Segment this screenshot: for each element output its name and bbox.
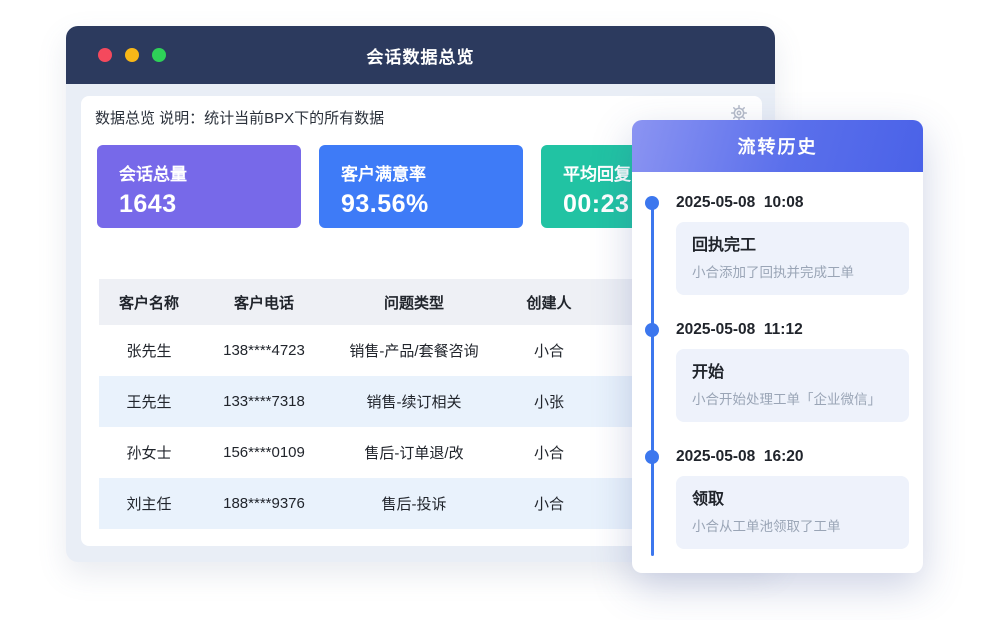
timeline-event-desc: 小合开始处理工单「企业微信」 <box>692 392 881 407</box>
stat-label: 平均回复 <box>563 165 631 184</box>
history-panel-header: 流转历史 <box>632 120 923 172</box>
window-title: 会话数据总览 <box>366 47 475 67</box>
timeline-card: 领取 小合从工单池领取了工单 <box>676 476 909 549</box>
timeline-item: 2025-05-08 11:12 开始 小合开始处理工单「企业微信」 <box>645 319 909 422</box>
timeline-item: 2025-05-08 10:08 回执完工 小合添加了回执并完成工单 <box>645 192 909 295</box>
timeline: 2025-05-08 10:08 回执完工 小合添加了回执并完成工单 2025-… <box>632 172 923 556</box>
timeline-dot-icon <box>645 196 659 210</box>
history-panel-title: 流转历史 <box>737 137 818 157</box>
main-window: 会话数据总览 数据总览 说明：统计当前BPX下的所有数据 会话总量 1643 客… <box>66 26 775 562</box>
stat-label: 客户满意率 <box>341 165 426 184</box>
timeline-event-desc: 小合添加了回执并完成工单 <box>692 265 854 280</box>
stat-card-sessions: 会话总量 1643 <box>97 145 301 228</box>
timeline-dot-icon <box>645 323 659 337</box>
close-button[interactable] <box>98 48 112 62</box>
timeline-event-title: 回执完工 <box>692 237 757 254</box>
column-header: 客户名称 <box>118 294 179 312</box>
timeline-event-title: 开始 <box>692 364 725 381</box>
column-header: 客户电话 <box>233 294 294 312</box>
zoom-button[interactable] <box>152 48 166 62</box>
timeline-item: 2025-05-08 16:20 领取 小合从工单池领取了工单 <box>645 446 909 549</box>
timeline-dot-icon <box>645 450 659 464</box>
column-header: 问题类型 <box>383 294 444 312</box>
title-bar: 会话数据总览 <box>66 26 775 84</box>
history-panel: 流转历史 2025-05-08 10:08 回执完工 小合添加了回执并完成工单 … <box>632 120 923 573</box>
timeline-card: 开始 小合开始处理工单「企业微信」 <box>676 349 909 422</box>
timeline-datetime: 2025-05-08 16:20 <box>676 448 804 465</box>
timeline-event-title: 领取 <box>692 491 725 508</box>
stat-value: 93.56% <box>341 190 429 218</box>
stat-label: 会话总量 <box>119 165 187 184</box>
timeline-datetime: 2025-05-08 11:12 <box>676 321 803 338</box>
stat-value: 1643 <box>119 190 177 218</box>
table-row[interactable]: 张先生 138****4723 销售-产品/套餐咨询 小合 <box>126 342 564 360</box>
minimize-button[interactable] <box>125 48 139 62</box>
timeline-datetime: 2025-05-08 10:08 <box>676 194 804 211</box>
timeline-card: 回执完工 小合添加了回执并完成工单 <box>676 222 909 295</box>
timeline-event-desc: 小合从工单池领取了工单 <box>692 519 841 534</box>
column-header: 创建人 <box>526 294 572 312</box>
stat-value: 00:23 <box>563 190 630 218</box>
gear-icon[interactable] <box>730 104 748 122</box>
stat-card-satisfaction: 客户满意率 93.56% <box>319 145 523 228</box>
page-subtitle: 数据总览 说明：统计当前BPX下的所有数据 <box>95 110 385 127</box>
table-row[interactable]: 孙女士 156****0109 售后-订单退/改 小合 <box>126 444 564 462</box>
timeline-rail <box>651 202 654 556</box>
window-controls <box>98 48 166 62</box>
